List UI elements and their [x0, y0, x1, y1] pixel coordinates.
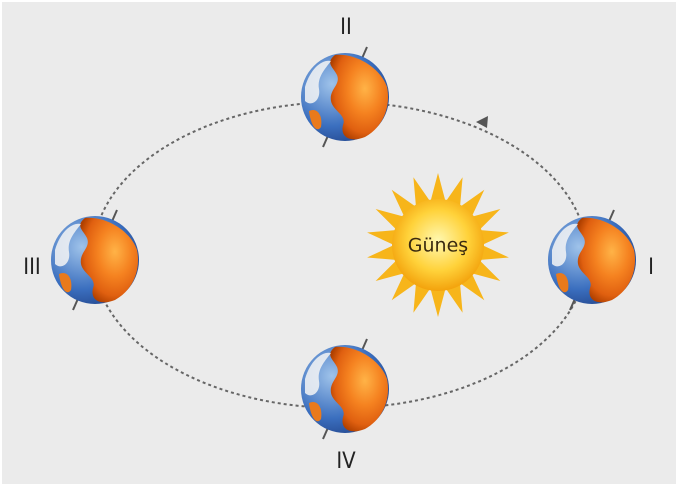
orbit-diagram: Güneş I II III IV — [0, 0, 678, 486]
sun-label: Güneş — [408, 235, 468, 257]
position-label: I — [648, 255, 654, 280]
position-label: IV — [336, 449, 356, 474]
position-label: II — [340, 15, 352, 40]
position-label: III — [23, 255, 41, 280]
